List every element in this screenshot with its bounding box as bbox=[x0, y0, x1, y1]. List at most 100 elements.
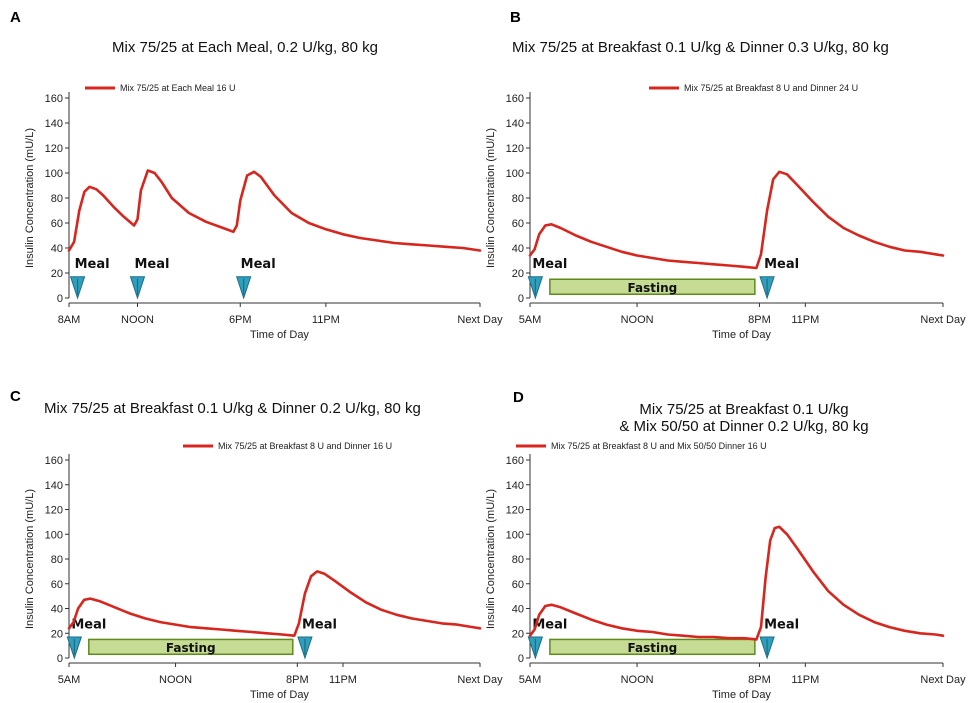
y-tick-label: 40 bbox=[512, 604, 524, 616]
y-axis-label: Insulin Concentration (mU/L) bbox=[24, 489, 36, 629]
x-tick-label: NOON bbox=[159, 674, 192, 686]
y-tick-label: 20 bbox=[51, 268, 63, 280]
chart-title: Mix 75/25 at Breakfast 0.1 U/kg & Dinner… bbox=[512, 39, 889, 56]
x-tick-label: 6PM bbox=[229, 314, 252, 326]
x-axis-label: Time of Day bbox=[712, 689, 771, 701]
fasting-bar bbox=[549, 638, 756, 656]
meal-label: Meal bbox=[532, 617, 567, 632]
series-line bbox=[67, 570, 482, 638]
y-axis-label: Insulin Concentration (mU/L) bbox=[485, 489, 497, 629]
legend-label: Mix 75/25 at Each Meal 16 U bbox=[120, 83, 236, 93]
y-tick-label: 0 bbox=[57, 653, 63, 665]
y-tick-label: 120 bbox=[506, 505, 524, 517]
y-tick-label: 20 bbox=[512, 268, 524, 280]
meal-label: Meal bbox=[135, 257, 170, 272]
chart-title: & Mix 50/50 at Dinner 0.2 U/kg, 80 kg bbox=[619, 418, 868, 435]
panel-letter: B bbox=[510, 9, 521, 26]
x-tick-label: 11PM bbox=[791, 314, 819, 326]
fasting-label: Fasting bbox=[628, 281, 678, 295]
x-tick-label: Next Day bbox=[457, 314, 503, 326]
x-tick-label: Next Day bbox=[457, 674, 503, 686]
meal-label: Meal bbox=[241, 257, 276, 272]
chart-title: Mix 75/25 at Each Meal, 0.2 U/kg, 80 kg bbox=[112, 39, 378, 56]
meal-label: Meal bbox=[75, 257, 110, 272]
y-tick-label: 80 bbox=[512, 554, 524, 566]
x-axis-label: Time of Day bbox=[250, 689, 309, 701]
y-tick-label: 40 bbox=[51, 604, 63, 616]
meal-label: Meal bbox=[532, 257, 567, 272]
x-axis-label: Time of Day bbox=[712, 329, 771, 341]
panel-letter: C bbox=[10, 388, 21, 405]
x-tick-label: NOON bbox=[121, 314, 154, 326]
panel-b: B Mix 75/25 at Breakfast 0.1 U/kg & Dinne… bbox=[485, 9, 966, 341]
y-tick-label: 40 bbox=[512, 243, 524, 255]
y-tick-label: 100 bbox=[45, 529, 63, 541]
legend-label: Mix 75/25 at Breakfast 8 U and Dinner 16… bbox=[218, 441, 392, 451]
y-tick-label: 80 bbox=[51, 193, 63, 205]
y-tick-label: 20 bbox=[512, 628, 524, 640]
legend-label: Mix 75/25 at Breakfast 8 U and Mix 50/50… bbox=[551, 441, 767, 451]
fasting-bar bbox=[549, 278, 756, 295]
x-tick-label: 11PM bbox=[791, 674, 819, 686]
y-tick-label: 120 bbox=[45, 143, 63, 155]
y-tick-label: 160 bbox=[506, 455, 524, 467]
x-axis-label: Time of Day bbox=[250, 329, 309, 341]
x-tick-label: 11PM bbox=[312, 314, 340, 326]
x-tick-label: 8PM bbox=[286, 674, 309, 686]
y-tick-label: 60 bbox=[512, 579, 524, 591]
y-tick-label: 100 bbox=[45, 168, 63, 180]
y-tick-label: 100 bbox=[506, 529, 524, 541]
x-tick-label: 8PM bbox=[748, 674, 771, 686]
y-tick-label: 160 bbox=[45, 93, 63, 105]
y-tick-label: 60 bbox=[51, 218, 63, 230]
y-tick-label: 80 bbox=[512, 193, 524, 205]
y-tick-label: 140 bbox=[45, 118, 63, 130]
fasting-bar bbox=[88, 638, 294, 656]
y-tick-label: 0 bbox=[57, 293, 63, 305]
panel-d: D Mix 75/25 at Breakfast 0.1 U/kg& Mix 50… bbox=[485, 389, 966, 701]
y-tick-label: 60 bbox=[51, 579, 63, 591]
x-tick-label: 11PM bbox=[329, 674, 357, 686]
meal-label: Meal bbox=[764, 617, 799, 632]
series-line bbox=[528, 170, 945, 270]
y-tick-label: 140 bbox=[45, 480, 63, 492]
x-tick-label: 5AM bbox=[519, 314, 542, 326]
meal-label: Meal bbox=[302, 617, 337, 632]
chart-title: Mix 75/25 at Breakfast 0.1 U/kg bbox=[639, 401, 848, 418]
y-tick-label: 120 bbox=[506, 143, 524, 155]
fasting-label: Fasting bbox=[628, 641, 678, 655]
y-tick-label: 140 bbox=[506, 480, 524, 492]
x-tick-label: 5AM bbox=[519, 674, 542, 686]
y-axis-label: Insulin Concentration (mU/L) bbox=[24, 128, 36, 268]
panel-c: C Mix 75/25 at Breakfast 0.1 U/kg & Dinne… bbox=[10, 388, 503, 701]
y-tick-label: 40 bbox=[51, 243, 63, 255]
panel-letter: A bbox=[10, 9, 21, 26]
fasting-label: Fasting bbox=[166, 641, 216, 655]
y-tick-label: 100 bbox=[506, 168, 524, 180]
y-tick-label: 80 bbox=[51, 554, 63, 566]
panel-letter: D bbox=[513, 389, 524, 406]
panel-a: A Mix 75/25 at Each Meal, 0.2 U/kg, 80 kg… bbox=[10, 9, 503, 341]
y-tick-label: 120 bbox=[45, 505, 63, 517]
x-tick-label: 5AM bbox=[58, 674, 81, 686]
x-tick-label: Next Day bbox=[920, 674, 966, 686]
y-tick-label: 0 bbox=[518, 653, 524, 665]
series-line bbox=[528, 525, 945, 641]
meal-label: Meal bbox=[764, 257, 799, 272]
y-tick-label: 60 bbox=[512, 218, 524, 230]
y-tick-label: 140 bbox=[506, 118, 524, 130]
y-tick-label: 160 bbox=[45, 455, 63, 467]
x-tick-label: Next Day bbox=[920, 314, 966, 326]
meal-label: Meal bbox=[71, 617, 106, 632]
y-tick-label: 20 bbox=[51, 628, 63, 640]
legend-label: Mix 75/25 at Breakfast 8 U and Dinner 24… bbox=[684, 83, 858, 93]
y-tick-label: 0 bbox=[518, 293, 524, 305]
y-tick-label: 160 bbox=[506, 93, 524, 105]
chart-title: Mix 75/25 at Breakfast 0.1 U/kg & Dinner… bbox=[44, 400, 421, 417]
x-tick-label: NOON bbox=[621, 314, 654, 326]
x-tick-label: NOON bbox=[621, 674, 654, 686]
y-axis-label: Insulin Concentration (mU/L) bbox=[485, 128, 497, 268]
x-tick-label: 8AM bbox=[58, 314, 81, 326]
x-tick-label: 8PM bbox=[748, 314, 771, 326]
